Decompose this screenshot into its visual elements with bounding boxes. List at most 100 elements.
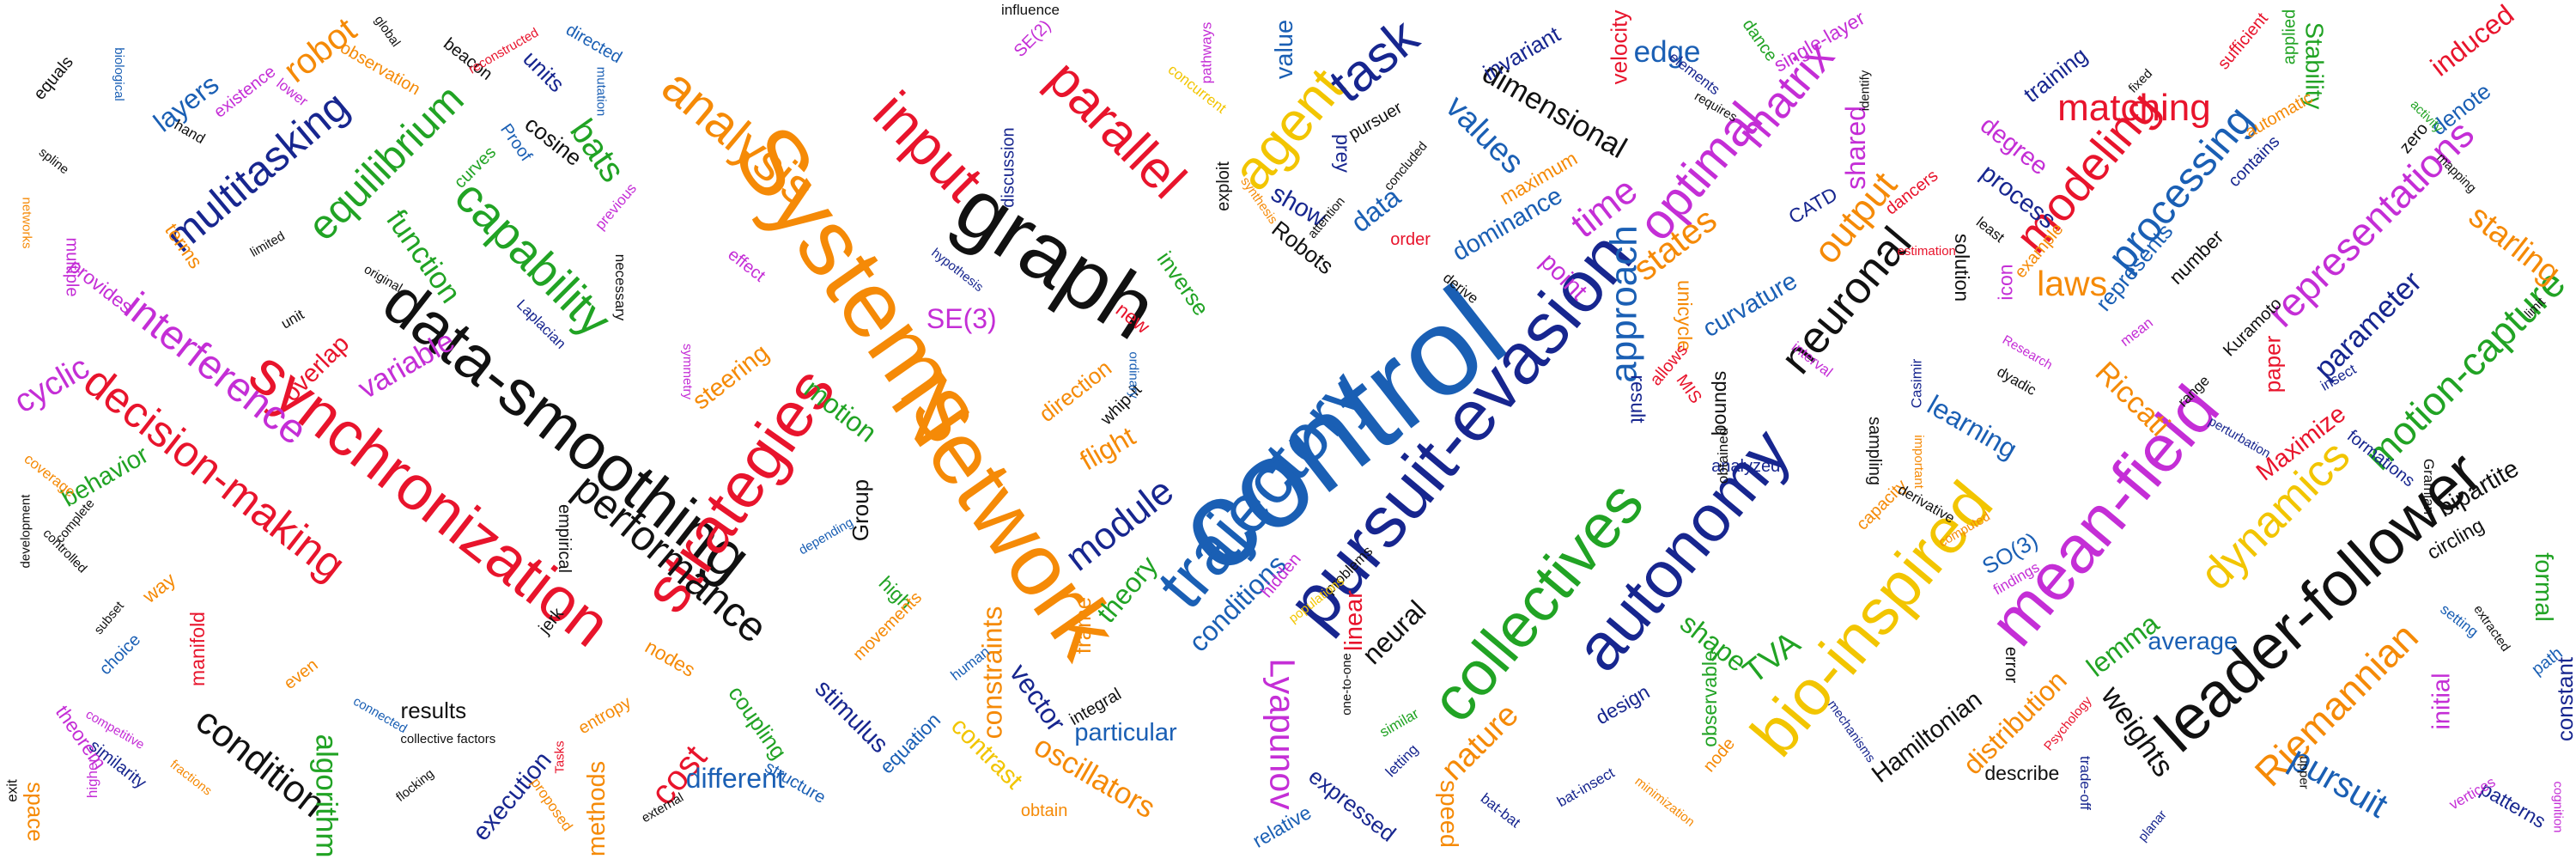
cloud-word-linear: linear (1340, 589, 1368, 651)
cloud-word-effect: effect (724, 245, 769, 286)
cloud-word-tasks: Tasks (552, 740, 568, 774)
cloud-word-identify: identify (1857, 70, 1873, 111)
cloud-word-behavior: behavior (56, 441, 154, 513)
cloud-word-applied: applied (2280, 9, 2300, 65)
cloud-word-bat-bat: bat-bat (1477, 789, 1523, 831)
cloud-word-analyzed: analyzed (1711, 457, 1781, 477)
cloud-word-pathways: pathways (1198, 21, 1215, 84)
cloud-word-higher: higher (84, 757, 101, 799)
cloud-word-dance: dance (1738, 15, 1782, 65)
cloud-word-least: least (1972, 213, 2008, 246)
cloud-word-subset: subset (90, 599, 127, 637)
cloud-word-velocity: velocity (1606, 9, 1632, 85)
cloud-word-algorithm: algorithm (309, 734, 343, 858)
cloud-word-concluded: concluded (1382, 139, 1431, 194)
cloud-word-speed: speed (1434, 780, 1462, 849)
cloud-word-induced: induced (2425, 0, 2520, 82)
cloud-word-concurrent: concurrent (1164, 61, 1230, 117)
cloud-word-expressed: expressed (1303, 763, 1401, 848)
cloud-word-mutation: mutation (593, 66, 609, 117)
cloud-word-estimation: estimation (1897, 244, 1956, 259)
cloud-word-necessary: necessary (612, 253, 629, 321)
cloud-word-observation: observation (336, 38, 423, 100)
cloud-word-discussion: discussion (999, 127, 1019, 208)
cloud-word-hand: hand (171, 116, 208, 148)
cloud-word-methods: methods (583, 761, 611, 857)
cloud-word-similar: similar (1376, 705, 1422, 741)
cloud-word-result: result (1626, 375, 1649, 424)
cloud-word-depending: depending (796, 515, 856, 558)
cloud-word-choice: choice (95, 631, 144, 679)
cloud-word-exploit: exploit (1213, 161, 1233, 212)
cloud-word-original: original (361, 262, 405, 295)
cloud-word-trade-off: trade-off (2076, 755, 2093, 810)
cloud-word-average: average (2148, 627, 2239, 655)
cloud-word-equals: equals (29, 52, 77, 104)
cloud-word-value: value (1270, 20, 1298, 80)
cloud-word-collective-factors: collective factors (400, 731, 496, 746)
cloud-word-bounds: bounds (1707, 370, 1730, 436)
cloud-word-multiple: multiple (62, 237, 82, 297)
cloud-word-way: way (137, 568, 179, 607)
cloud-word-cyclic: cyclic (8, 349, 95, 421)
cloud-word-se-3: SE(3) (926, 302, 997, 334)
cloud-word-lyapunov: Lyapunov (1262, 657, 1303, 810)
cloud-word-describe: describe (1984, 762, 2060, 785)
cloud-word-initial: initial (2427, 673, 2456, 730)
cloud-word-units: units (518, 46, 570, 98)
cloud-word-development: development (18, 494, 33, 569)
cloud-word-symmetry: symmetry (679, 344, 695, 400)
cloud-word-sampling: sampling (1864, 417, 1884, 486)
cloud-word-upper: upper (2296, 756, 2312, 790)
cloud-word-fractions: fractions (167, 756, 215, 799)
cloud-word-letting: letting (1382, 740, 1422, 781)
cloud-word-neural: neural (1356, 594, 1432, 670)
cloud-word-planar: planar (2136, 807, 2170, 844)
cloud-word-influence: influence (1000, 1, 1060, 18)
cloud-word-minimization: minimization (1631, 774, 1698, 830)
cloud-word-space: space (22, 782, 49, 843)
cloud-word-manifold: manifold (186, 611, 210, 686)
cloud-word-paper: paper (2259, 335, 2286, 393)
cloud-word-constant: constant (2551, 656, 2576, 741)
cloud-word-coverage: coverage (21, 450, 79, 501)
cloud-word-ordinary: ordinary (1126, 351, 1141, 399)
cloud-word-empirical: empirical (554, 503, 574, 573)
cloud-word-dyadic: dyadic (1994, 363, 2039, 399)
cloud-word-frame: frame (1070, 596, 1097, 655)
cloud-word-limited: limited (247, 228, 288, 260)
cloud-word-constraints: constraints (976, 606, 1008, 740)
cloud-word-stimulus: stimulus (810, 674, 894, 759)
cloud-word-edge: edge (1633, 34, 1701, 69)
cloud-word-shared: shared (1839, 106, 1871, 190)
cloud-word-exit: exit (3, 778, 21, 802)
cloud-word-automatic: automatic (2242, 88, 2317, 143)
cloud-word-nodes: nodes (641, 634, 700, 681)
cloud-word-coupling: coupling (723, 680, 793, 765)
cloud-word-mean-field: mean-field (1974, 371, 2233, 660)
cloud-word-mechanisms: mechanisms (1825, 698, 1879, 765)
cloud-word-results: results (400, 697, 467, 723)
cloud-word-one-to-one: one-to-one (1339, 653, 1354, 716)
cloud-word-important: important (1911, 435, 1927, 489)
cloud-word-matching: matching (2057, 86, 2211, 129)
cloud-word-gramian: Gramian (2421, 459, 2438, 515)
cloud-word-unicycle: unicycle (1674, 279, 1697, 351)
cloud-word-curvature: curvature (1698, 267, 1802, 344)
cloud-word-design: design (1591, 680, 1654, 729)
cloud-word-cognition: cognition (2550, 781, 2566, 834)
cloud-word-mean: mean (2117, 314, 2156, 350)
cloud-word-observable: observable (1698, 650, 1721, 747)
cloud-word-mis: MIS (1672, 370, 1705, 407)
cloud-word-proposed: proposed (527, 775, 576, 835)
cloud-word-directed: directed (562, 21, 625, 68)
cloud-word-starling: starling (2462, 198, 2567, 291)
cloud-word-se-2: SE(2) (1011, 16, 1055, 62)
cloud-word-learning: learning (1922, 388, 2022, 465)
cloud-word-even: even (280, 655, 322, 694)
cloud-word-global: global (371, 13, 404, 50)
cloud-word-particular: particular (1074, 719, 1177, 747)
cloud-word-networks: networks (19, 197, 34, 249)
cloud-word-different: different (685, 763, 785, 795)
